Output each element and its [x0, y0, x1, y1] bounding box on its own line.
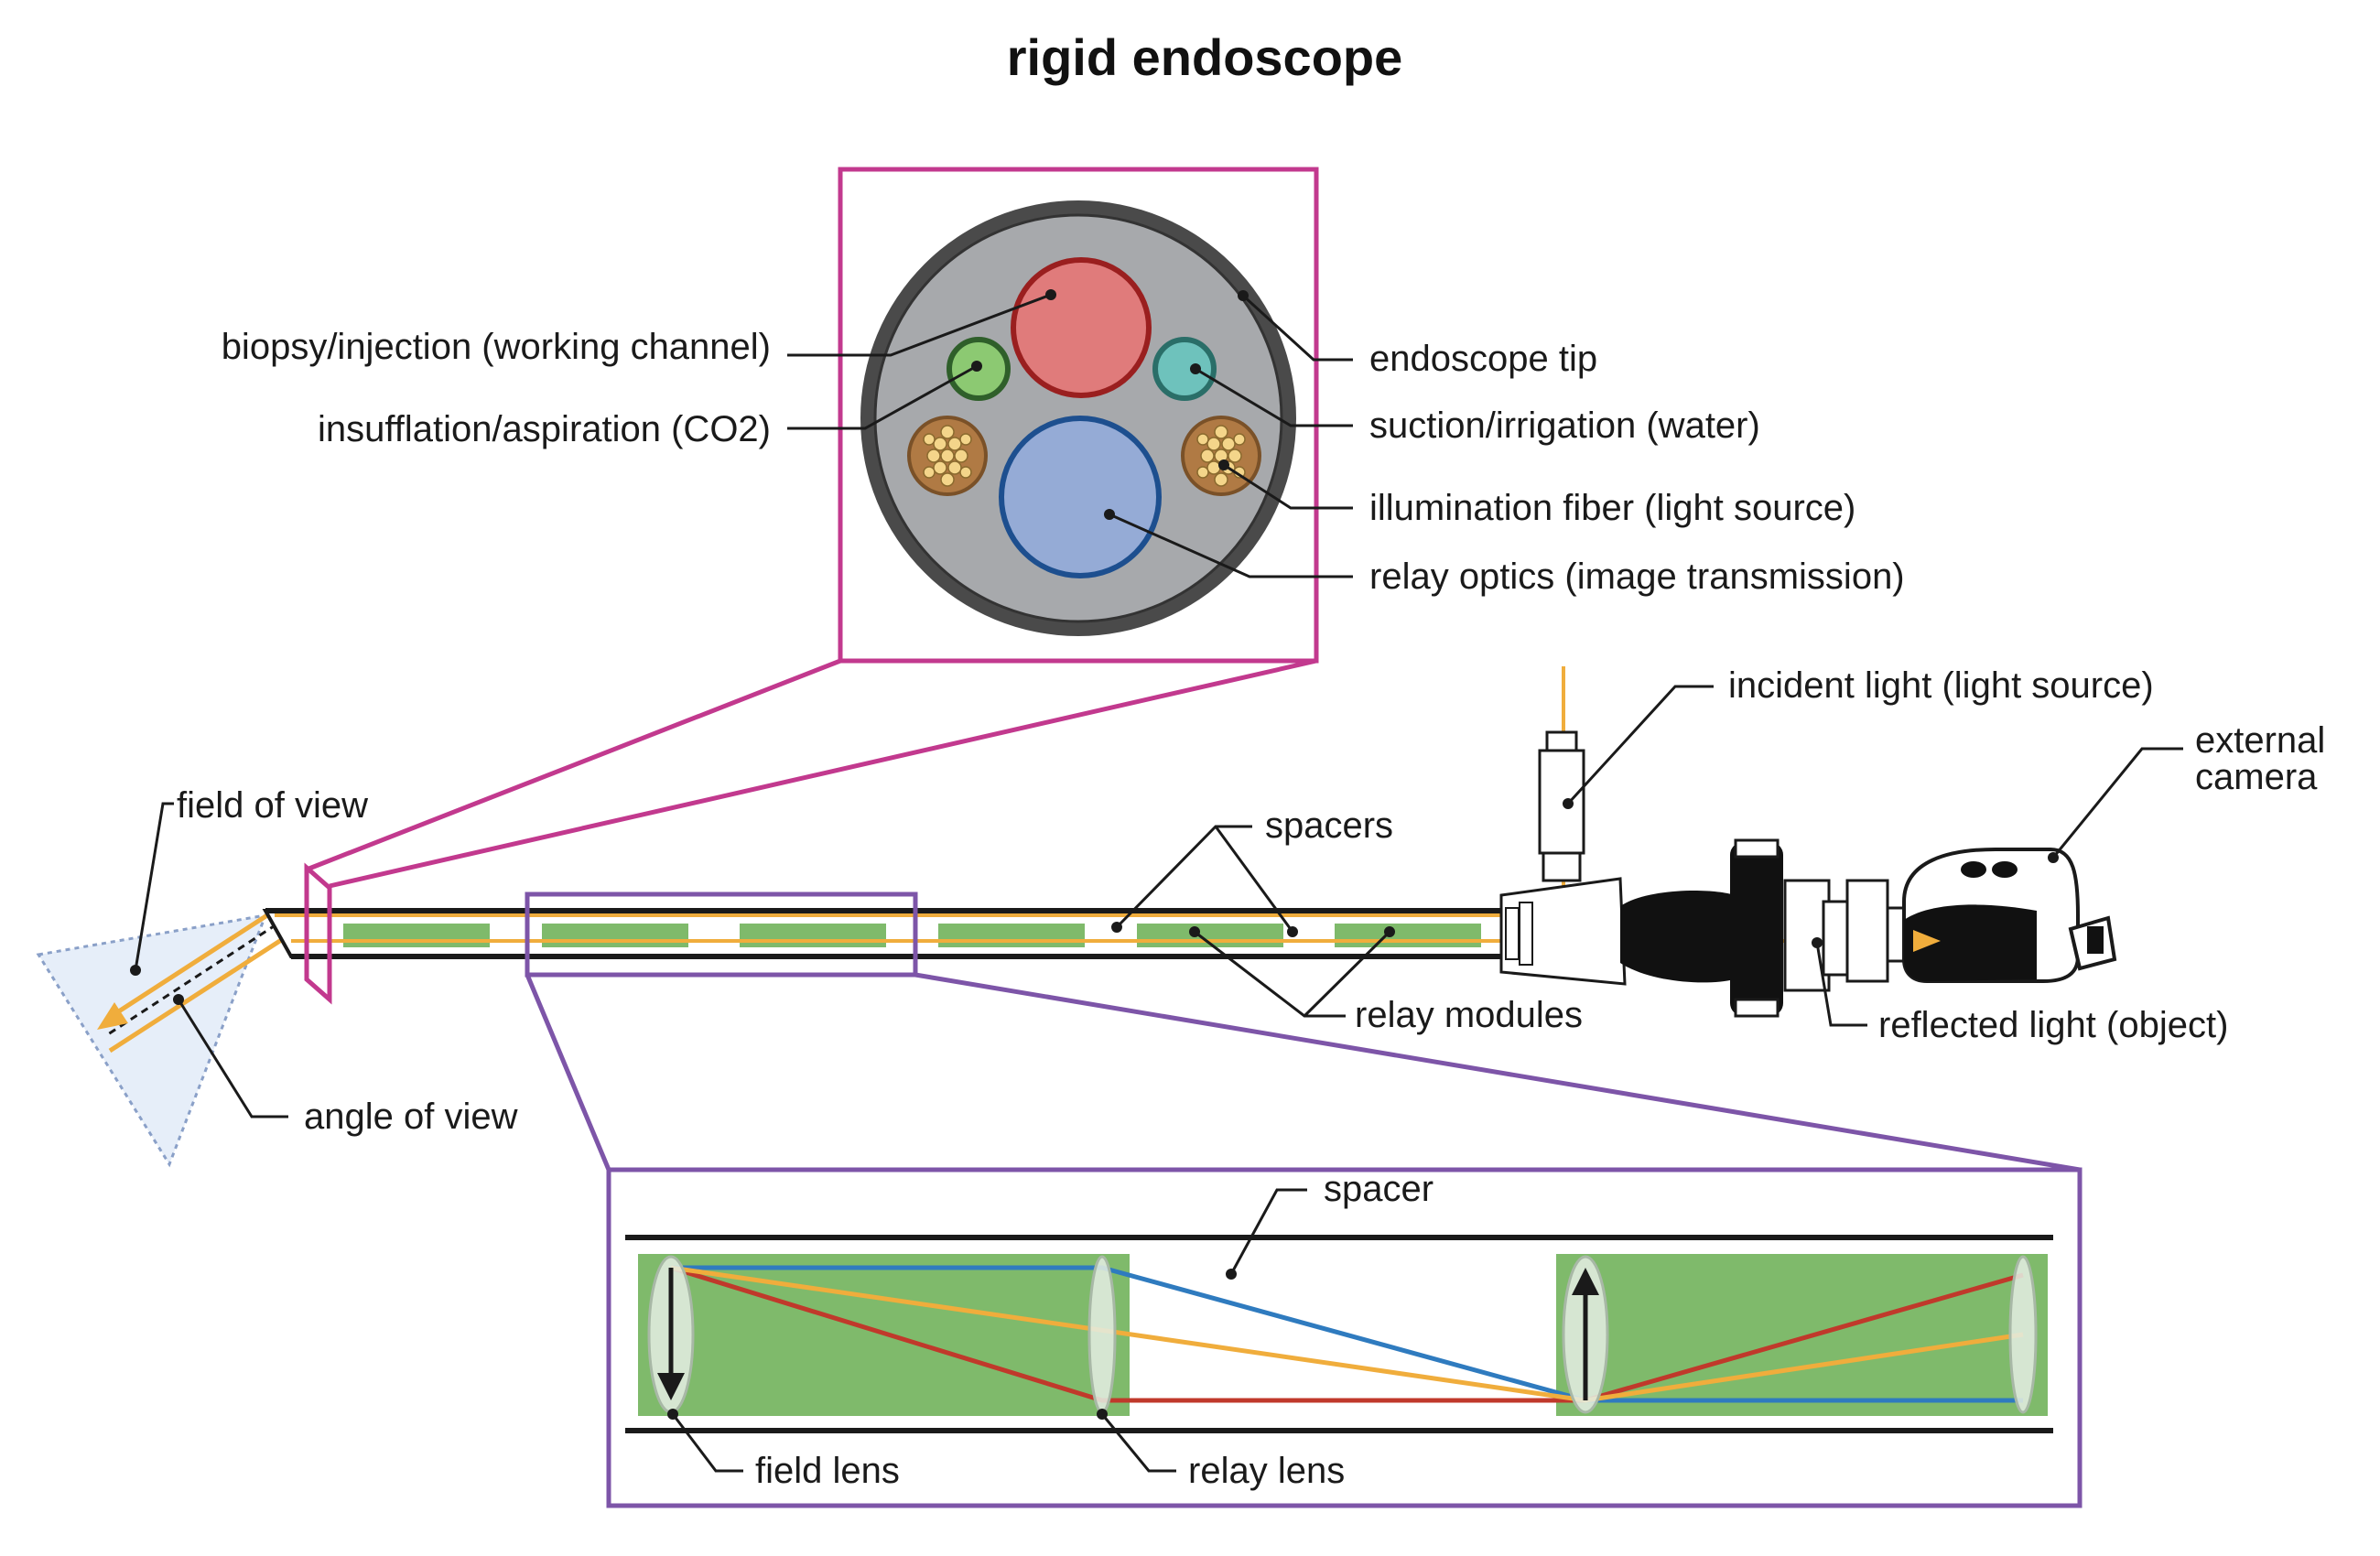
label-relay-optics: relay optics (image transmission) — [1369, 556, 1905, 597]
suction-channel — [1152, 337, 1217, 401]
fov-ray-2 — [108, 933, 290, 1054]
relay-module — [542, 924, 688, 947]
camera-light-arrowhead — [1913, 930, 1941, 952]
angle-of-view-leader — [177, 999, 288, 1118]
label-biopsy: biopsy/injection (working channel) — [222, 327, 771, 367]
label-field-of-view: field of view — [177, 785, 368, 826]
cross-section-marker — [304, 862, 332, 1005]
label-external-camera-line1: external — [2195, 720, 2325, 761]
detail-relay-module-right — [1556, 1254, 2048, 1416]
fov-arrowhead — [97, 1002, 128, 1030]
detail-zoom-line-left — [525, 974, 611, 1171]
relay-lens-leader — [1100, 1413, 1176, 1473]
label-relay-lens: relay lens — [1188, 1451, 1345, 1491]
fov-leader — [134, 802, 174, 971]
label-endoscope-tip: endoscope tip — [1369, 339, 1597, 379]
relay-module — [1335, 924, 1481, 947]
field-of-view: field of view angle of view — [36, 785, 518, 1168]
ray-blue — [671, 1265, 2023, 1403]
relay-optics-channel — [999, 416, 1162, 578]
cross-section-zoom-line-bottom — [329, 658, 1317, 889]
relay-detail-panel: spacer field lens relay lens — [606, 1167, 2082, 1508]
illumination-fiber-left — [907, 416, 988, 496]
cross-section-leaders — [787, 289, 1353, 578]
label-incident-light: incident light (light source) — [1728, 665, 2154, 706]
field-lens-leader — [671, 1413, 743, 1473]
label-external-camera-line2: camera — [2195, 757, 2318, 797]
detail-selection-frame — [525, 891, 918, 978]
relay-module — [740, 924, 886, 947]
external-camera — [1902, 848, 2117, 983]
field-of-view-cone — [36, 913, 268, 1168]
shaft-tip-bevel — [262, 909, 308, 958]
relay-module — [938, 924, 1085, 947]
label-angle-of-view: angle of view — [304, 1097, 518, 1137]
detail-zoom-line-right — [914, 972, 2081, 1172]
ray-red — [670, 1265, 2024, 1403]
label-insufflation: insufflation/aspiration (CO2) — [318, 409, 771, 449]
label-spacer: spacer — [1324, 1169, 1433, 1209]
label-illumination: illumination fiber (light source) — [1369, 488, 1855, 528]
label-relay-modules: relay modules — [1355, 995, 1583, 1035]
label-field-lens: field lens — [755, 1451, 900, 1491]
spacer-leader — [1229, 1188, 1307, 1275]
scope-handle — [1499, 838, 1913, 1018]
relay-lens — [1087, 1255, 1117, 1414]
diagram-title: rigid endoscope — [1007, 28, 1403, 86]
working-channel — [1011, 257, 1152, 398]
label-reflected-light: reflected light (object) — [1878, 1005, 2228, 1045]
label-spacers: spacers — [1265, 805, 1393, 846]
view-axis-dashed — [107, 923, 277, 1036]
relay-lens — [2008, 1255, 2038, 1414]
light-post — [1538, 666, 1585, 915]
cross-section-zoom-line-top — [306, 658, 841, 872]
illumination-fiber-right — [1181, 416, 1261, 496]
shaft-leaders — [1111, 825, 1395, 1018]
label-suction: suction/irrigation (water) — [1369, 405, 1760, 446]
handle-leaders — [1563, 685, 2183, 1027]
scope-shaft — [262, 908, 1918, 959]
relay-module — [343, 924, 490, 947]
cross-section-panel: biopsy/injection (working channel) insuf… — [222, 167, 1905, 664]
fov-ray-1 — [110, 911, 272, 1019]
